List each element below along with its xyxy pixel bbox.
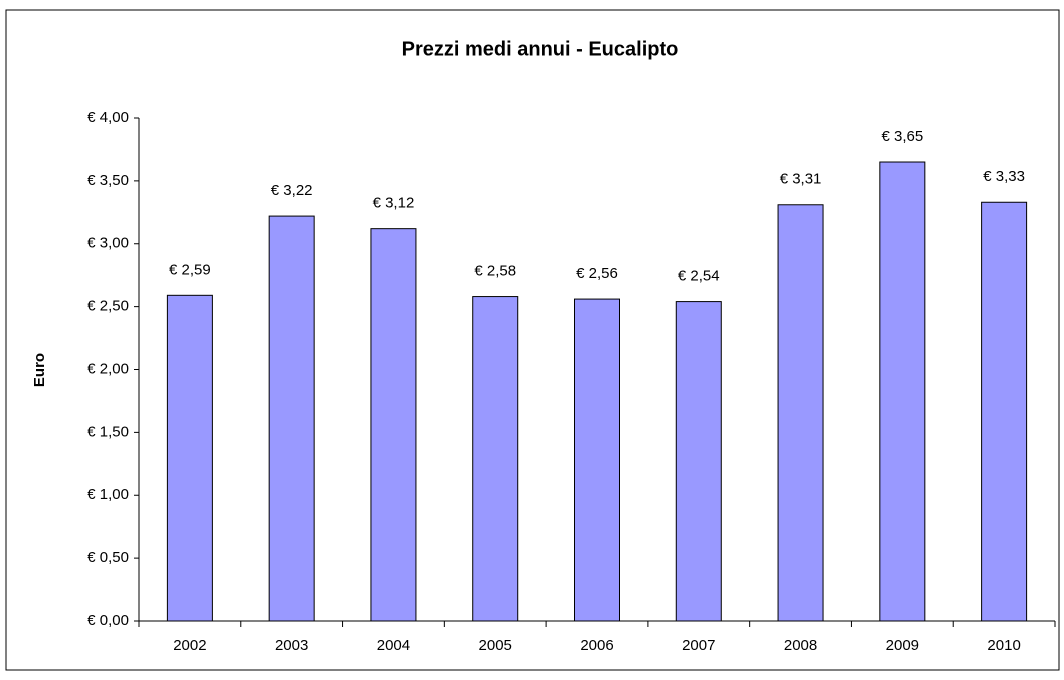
y-tick-label: € 1,50 — [87, 423, 129, 440]
x-tick-label: 2002 — [173, 637, 206, 654]
x-tick-label: 2003 — [275, 637, 308, 654]
bar — [166, 294, 213, 622]
bar — [981, 201, 1028, 622]
x-tick-label: 2006 — [580, 637, 613, 654]
data-label: € 3,12 — [373, 195, 415, 212]
x-tick-label: 2009 — [886, 637, 919, 654]
data-label: € 2,54 — [678, 268, 720, 285]
data-label: € 2,56 — [576, 265, 618, 282]
x-tick-label: 2007 — [682, 637, 715, 654]
bar — [268, 215, 315, 622]
x-tick-label: 2004 — [377, 637, 410, 654]
y-tick-label: € 3,00 — [87, 235, 129, 252]
bar — [472, 296, 519, 622]
data-label: € 2,58 — [474, 263, 516, 280]
bar — [574, 298, 620, 622]
chart-title: Prezzi medi annui - Eucalipto — [402, 38, 679, 60]
y-tick-label: € 1,00 — [87, 486, 129, 503]
data-label: € 3,22 — [271, 182, 313, 199]
y-tick-label: € 2,00 — [87, 360, 129, 377]
bar — [675, 301, 722, 622]
data-label: € 3,65 — [881, 128, 923, 145]
y-tick-label: € 2,50 — [87, 298, 129, 315]
x-tick-label: 2005 — [479, 637, 512, 654]
bar — [879, 161, 926, 622]
bar — [777, 204, 824, 622]
x-tick-label: 2010 — [987, 637, 1020, 654]
data-label: € 3,33 — [983, 168, 1025, 185]
bar — [370, 228, 417, 622]
y-tick-label: € 3,50 — [87, 172, 129, 189]
data-label: € 2,59 — [169, 261, 211, 278]
x-tick-label: 2008 — [784, 637, 817, 654]
y-tick-label: € 4,00 — [87, 109, 129, 126]
y-tick-label: € 0,50 — [87, 549, 129, 566]
y-tick-label: € 0,00 — [87, 612, 129, 629]
y-axis-label: Euro — [31, 353, 48, 387]
data-label: € 3,31 — [780, 171, 822, 188]
